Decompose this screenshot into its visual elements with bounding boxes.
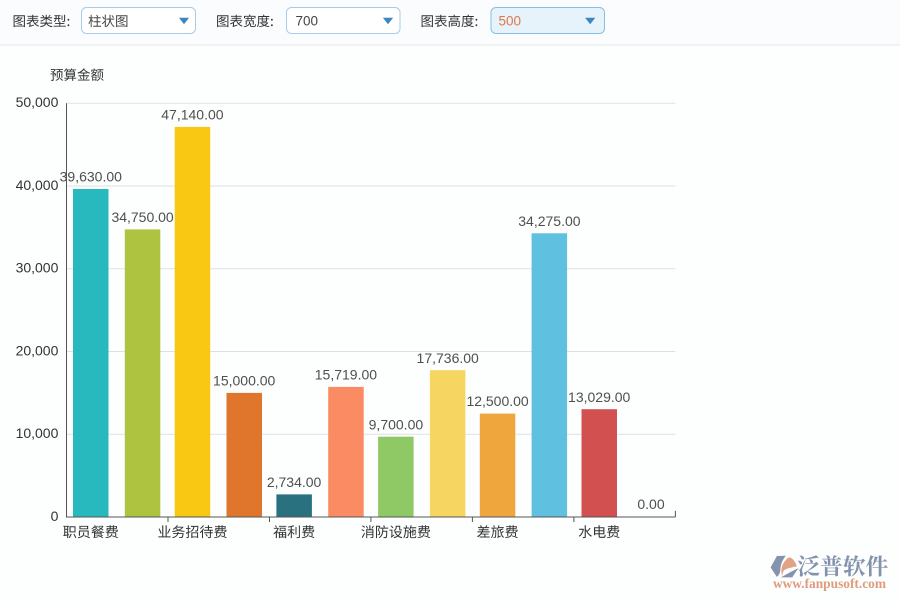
- svg-text:39,630.00: 39,630.00: [60, 169, 122, 185]
- svg-text:30,000: 30,000: [16, 260, 59, 276]
- svg-text:40,000: 40,000: [16, 177, 59, 193]
- svg-text:www.fanpusoft.com: www.fanpusoft.com: [773, 576, 886, 591]
- svg-text:15,000.00: 15,000.00: [213, 373, 275, 389]
- svg-text:700: 700: [296, 14, 319, 29]
- svg-text:0: 0: [51, 508, 59, 524]
- svg-text:0.00: 0.00: [637, 496, 664, 512]
- svg-text:47,140.00: 47,140.00: [161, 107, 223, 123]
- svg-text:9,700.00: 9,700.00: [369, 416, 424, 432]
- svg-text:13,029.00: 13,029.00: [568, 389, 630, 405]
- svg-text:17,736.00: 17,736.00: [417, 350, 479, 366]
- svg-text:50,000: 50,000: [16, 94, 59, 110]
- svg-text:2,734.00: 2,734.00: [267, 474, 322, 490]
- svg-text:20,000: 20,000: [16, 342, 59, 358]
- svg-text:10,000: 10,000: [16, 425, 59, 441]
- svg-text:15,719.00: 15,719.00: [315, 367, 377, 383]
- svg-text:34,750.00: 34,750.00: [111, 209, 173, 225]
- svg-text:12,500.00: 12,500.00: [466, 393, 528, 409]
- svg-text:500: 500: [499, 14, 522, 29]
- svg-text:34,275.00: 34,275.00: [518, 213, 580, 229]
